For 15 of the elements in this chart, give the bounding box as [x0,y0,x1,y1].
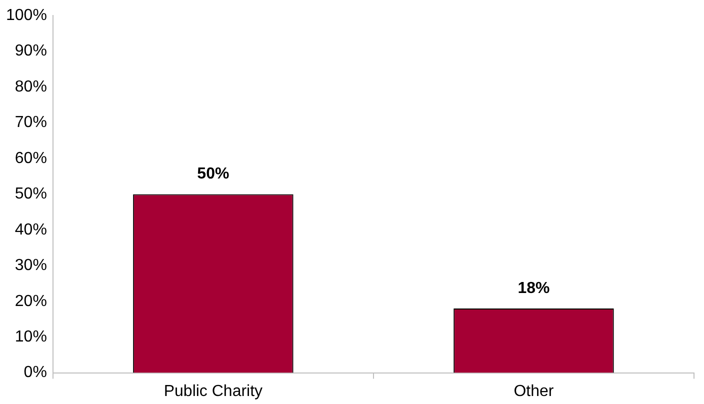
y-tick-label: 10% [14,328,47,346]
y-tick-label: 0% [24,364,47,382]
data-label: 18% [518,280,550,297]
y-tick-label: 100% [6,7,47,24]
y-tick-label: 40% [14,221,47,238]
y-tick-label: 80% [14,78,47,96]
y-tick-label: 30% [14,257,47,274]
data-label: 50% [197,166,230,183]
y-tick-label: 70% [14,114,47,132]
y-tick-label: 20% [14,292,47,310]
x-tick-label: Other [514,382,554,400]
y-tick-label: 50% [14,186,47,203]
y-tick-label: 60% [14,150,47,167]
x-tick-label: Public Charity [164,382,263,400]
y-tick-label: 90% [14,42,47,60]
